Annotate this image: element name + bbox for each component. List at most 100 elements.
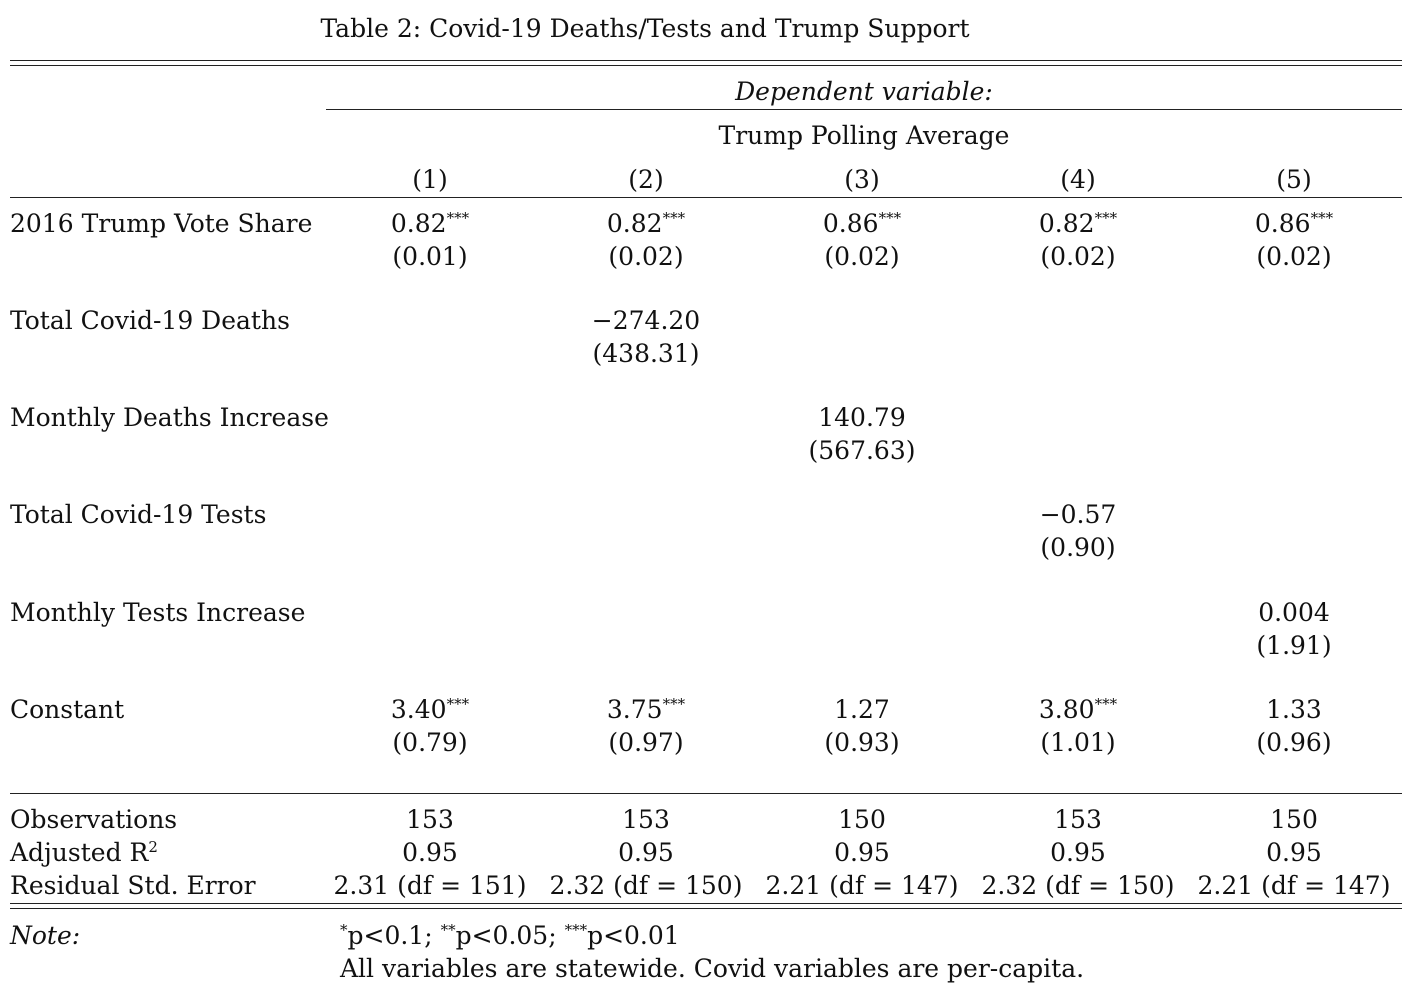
coefficient-cell: 3.40*** (322, 694, 538, 726)
standard-error-cell: (0.93) (824, 728, 900, 757)
stat-label: Adjusted R2 (10, 837, 158, 869)
standard-error-cell: (438.31) (592, 339, 700, 368)
note-threshold: p<0.1; (347, 921, 441, 950)
coefficient-value: 0.86 (822, 209, 879, 238)
column-header-4: (4) (1060, 165, 1096, 194)
column-header-5: (5) (1276, 165, 1312, 194)
stat-value: 2.32 (df = 150) (981, 871, 1175, 900)
significance-stars: *** (1094, 695, 1118, 713)
coefficient-value: 0.86 (1254, 209, 1311, 238)
coefficient-value: 3.80 (1038, 695, 1095, 724)
stat-label: Observations (10, 804, 177, 836)
coefficient-value: 1.33 (1266, 695, 1322, 724)
coefficient-cell: 0.82*** (970, 208, 1186, 240)
note-threshold: p<0.05; (455, 921, 565, 950)
row-label: 2016 Trump Vote Share (10, 209, 313, 238)
coefficient-value: 1.27 (834, 695, 890, 724)
row-label: Total Covid-19 Tests (10, 500, 267, 529)
standard-error-cell: (0.02) (1040, 242, 1116, 271)
note-text: All variables are statewide. Covid varia… (340, 954, 1085, 983)
coefficient-cell: 3.75*** (538, 694, 754, 726)
coefficient-value: 0.004 (1258, 598, 1330, 627)
column-header-2: (2) (628, 165, 664, 194)
stat-value: 153 (1054, 805, 1102, 834)
note-star: * (340, 921, 348, 939)
significance-stars: *** (446, 209, 470, 227)
stat-value: 0.95 (402, 838, 458, 867)
standard-error-cell: (1.01) (1040, 728, 1116, 757)
standard-error-cell: (0.90) (1040, 533, 1116, 562)
coefficient-cell: 3.80*** (970, 694, 1186, 726)
significance-stars: *** (662, 695, 686, 713)
stat-value: 150 (1270, 805, 1318, 834)
bottom-rule-1 (10, 903, 1402, 904)
row-label: Total Covid-19 Deaths (10, 306, 290, 335)
significance-stars: *** (446, 695, 470, 713)
bottom-rule-2 (10, 908, 1402, 909)
column-header-3: (3) (844, 165, 880, 194)
table-caption: Table 2: Covid-19 Deaths/Tests and Trump… (320, 14, 970, 43)
row-label: Constant (10, 695, 125, 724)
significance-stars: *** (662, 209, 686, 227)
coefficient-value: 0.82 (606, 209, 663, 238)
header-bottom-rule (10, 197, 1402, 198)
note-label: Note: (10, 921, 81, 950)
stat-value: 0.95 (618, 838, 674, 867)
standard-error-cell: (1.91) (1256, 631, 1332, 660)
coefficient-cell: −0.57 (970, 499, 1186, 531)
stat-value: 2.21 (df = 147) (765, 871, 959, 900)
coefficient-value: 3.40 (390, 695, 447, 724)
coefficient-value: 3.75 (606, 695, 663, 724)
stat-value: 2.21 (df = 147) (1197, 871, 1391, 900)
coefficient-value: −274.20 (591, 306, 701, 335)
coefficient-cell: 0.004 (1186, 597, 1402, 629)
coefficient-value: 0.82 (390, 209, 447, 238)
standard-error-cell: (0.02) (824, 242, 900, 271)
row-label: Monthly Tests Increase (10, 598, 306, 627)
coefficient-cell: 0.82*** (322, 208, 538, 240)
coefficient-value: −0.57 (1039, 500, 1117, 529)
standard-error-cell: (0.79) (392, 728, 468, 757)
note-significance: *p<0.1; **p<0.05; ***p<0.01 (340, 920, 680, 952)
coefficient-value: 0.82 (1038, 209, 1095, 238)
standard-error-cell: (0.01) (392, 242, 468, 271)
standard-error-cell: (0.96) (1256, 728, 1332, 757)
stat-label-superscript: 2 (148, 838, 158, 856)
stat-label-text: Residual Std. Error (10, 871, 256, 900)
coefficient-cell: 1.33 (1186, 694, 1402, 726)
coefficient-cell: 140.79 (754, 402, 970, 434)
stat-value: 153 (406, 805, 454, 834)
significance-stars: *** (1094, 209, 1118, 227)
coefficient-cell: 0.86*** (754, 208, 970, 240)
stat-value: 0.95 (1050, 838, 1106, 867)
standard-error-cell: (0.02) (1256, 242, 1332, 271)
stat-value: 153 (622, 805, 670, 834)
stat-label-text: Adjusted R (10, 838, 149, 867)
stats-top-rule (10, 793, 1402, 794)
dependent-variable-name: Trump Polling Average (718, 121, 1010, 150)
column-header-1: (1) (412, 165, 448, 194)
coefficient-cell: 0.86*** (1186, 208, 1402, 240)
dependent-variable-rule (326, 109, 1402, 110)
stat-value: 0.95 (834, 838, 890, 867)
coefficient-value: 140.79 (818, 403, 906, 432)
coefficient-cell: −274.20 (538, 305, 754, 337)
top-rule-1 (10, 60, 1402, 61)
stat-value: 0.95 (1266, 838, 1322, 867)
coefficient-cell: 1.27 (754, 694, 970, 726)
stat-value: 150 (838, 805, 886, 834)
stat-value: 2.32 (df = 150) (549, 871, 743, 900)
standard-error-cell: (567.63) (808, 436, 916, 465)
row-label: Monthly Deaths Increase (10, 403, 329, 432)
dependent-variable-label: Dependent variable: (735, 77, 993, 106)
coefficient-cell: 0.82*** (538, 208, 754, 240)
standard-error-cell: (0.97) (608, 728, 684, 757)
note-threshold: p<0.01 (587, 921, 680, 950)
stat-value: 2.31 (df = 151) (333, 871, 527, 900)
note-star: ** (440, 921, 456, 939)
standard-error-cell: (0.02) (608, 242, 684, 271)
note-star: *** (564, 921, 588, 939)
stat-label: Residual Std. Error (10, 870, 256, 902)
significance-stars: *** (1310, 209, 1334, 227)
stat-label-text: Observations (10, 805, 178, 834)
